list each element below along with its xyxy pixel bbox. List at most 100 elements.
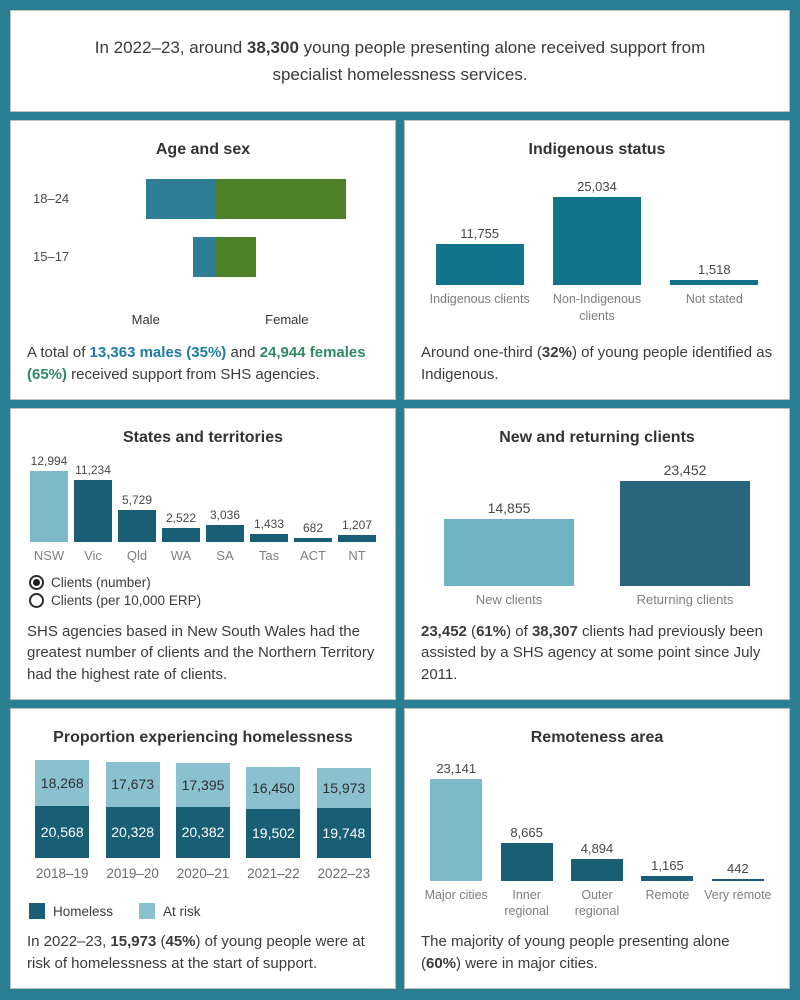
legend-item-at-risk[interactable]: At risk (139, 903, 201, 920)
segment-value-label: 18,268 (40, 774, 84, 791)
bar-column: 1,165 (632, 858, 702, 881)
category-label: Returning clients (636, 591, 734, 607)
bar-wa[interactable] (162, 527, 200, 542)
segment-value-label: 17,673 (111, 776, 155, 793)
bar-outer-regional[interactable] (571, 859, 624, 881)
category-label: 2021–22 (247, 865, 300, 881)
bar-column: 16,450 19,502 (238, 767, 308, 858)
category-label: Very remote (704, 887, 772, 902)
value-label: 1,433 (253, 516, 285, 531)
bar-indigenous-clients[interactable] (435, 244, 524, 286)
bar-act[interactable] (294, 537, 332, 542)
bar-column: 3,036 (203, 508, 247, 542)
text-segment: clients had previously been assisted by … (421, 623, 763, 683)
category-label: Vic (84, 547, 102, 563)
radio-clients-rate[interactable]: Clients (per 10,000 ERP) (29, 593, 379, 609)
at-risk-segment[interactable]: 17,395 (176, 762, 231, 807)
category-label: Qld (126, 547, 148, 563)
male-bar-18-24[interactable] (145, 178, 216, 219)
bars-row: 11,755 25,034 1,518 (421, 179, 773, 286)
category-labels: New clients Returning clients (421, 592, 773, 609)
stacked-bar-2021-22[interactable]: 16,450 19,502 (246, 767, 301, 858)
category-label: WA (170, 547, 192, 563)
female-axis-label: Female (265, 311, 309, 327)
value-label: 2,522 (165, 510, 197, 525)
remoteness-chart: 23,141 8,665 4,894 1,165 442 Major cities Inne… (421, 749, 773, 931)
bar-major-cities[interactable] (430, 778, 483, 881)
radio-label: Clients (number) (51, 575, 151, 591)
bar-not-stated[interactable] (670, 280, 759, 286)
bar-new-clients[interactable] (444, 519, 574, 586)
stacked-bar-2018-19[interactable]: 18,268 20,568 (35, 759, 90, 858)
category-label: Non-Indigenous clients (552, 292, 642, 323)
text-segment: ) were in major cities. (456, 954, 598, 972)
remoteness-caption: The majority of young people presenting … (421, 931, 773, 974)
stacked-bar-2019-20[interactable]: 17,673 20,328 (105, 762, 160, 858)
text-segment: ) of young people identified as Indigeno… (421, 344, 773, 383)
text-segment: Around one-third ( (421, 344, 542, 362)
text-segment: 45% (165, 933, 196, 951)
female-bar-18-24[interactable] (215, 178, 347, 219)
category-labels: NSW Vic Qld WA SA Tas ACT NT (27, 548, 379, 565)
text-segment: 38,307 (531, 623, 578, 641)
value-label: 23,141 (436, 760, 477, 776)
panel-indigenous-status: Indigenous status 11,755 25,034 1,518 Indig… (404, 120, 790, 400)
category-label: New clients (475, 591, 543, 607)
bar-nt[interactable] (338, 535, 376, 542)
female-bar-15-17[interactable] (215, 236, 256, 277)
radio-clients-number[interactable]: Clients (number) (29, 575, 379, 591)
homeless-segment[interactable]: 19,502 (246, 808, 301, 858)
indigenous-status-caption: Around one-third (32%) of young people i… (421, 342, 773, 385)
bar-column: 17,673 20,328 (97, 762, 167, 858)
states-territories-title: States and territories (122, 429, 284, 446)
bar-column: 23,141 (421, 761, 491, 881)
text-segment: 61% (476, 623, 507, 641)
stacked-bar-2020-21[interactable]: 17,395 20,382 (176, 762, 231, 858)
category-label: Outer regional (574, 887, 620, 919)
stacked-bar-2022-23[interactable]: 15,973 19,748 (316, 767, 371, 858)
homeless-segment[interactable]: 20,328 (105, 806, 160, 858)
homeless-segment[interactable]: 20,382 (176, 806, 231, 858)
bar-returning-clients[interactable] (620, 480, 750, 586)
text-segment: ( (466, 623, 477, 641)
value-label: 12,994 (30, 453, 68, 468)
bars-row: 12,994 11,234 5,729 2,522 3,036 1,433 682 1,207 (27, 454, 379, 542)
at-risk-segment[interactable]: 17,673 (105, 762, 160, 807)
age-row-15-17: 15–17 (27, 236, 379, 277)
radio-dot-icon (33, 579, 40, 587)
bar-sa[interactable] (206, 525, 244, 542)
bar-column: 4,894 (562, 841, 632, 881)
age-group-label: 15–17 (33, 249, 70, 265)
homeless-segment[interactable]: 20,568 (35, 806, 90, 858)
bar-qld[interactable] (118, 510, 156, 542)
at-risk-segment[interactable]: 18,268 (35, 759, 90, 807)
category-label: 2018–19 (35, 865, 89, 881)
bar-remote[interactable] (641, 875, 694, 881)
age-sex-chart: 18–24 15–17 Male Female (27, 161, 379, 342)
bar-very-remote[interactable] (711, 878, 764, 881)
homelessness-chart: 18,268 20,568 17,673 20,328 17,395 20,382 16,4… (27, 749, 379, 893)
bar-column: 14,855 (421, 500, 597, 586)
segment-value-label: 16,450 (252, 779, 295, 796)
bar-column: 25,034 (538, 179, 655, 286)
bar-tas[interactable] (250, 533, 288, 542)
homeless-segment[interactable]: 19,748 (316, 808, 371, 858)
category-labels: Indigenous clients Non-Indigenous clients… (421, 291, 773, 324)
category-label: ACT (300, 547, 326, 563)
radio-selected-icon (29, 575, 44, 591)
at-risk-segment[interactable]: 16,450 (246, 767, 301, 809)
category-label: Major cities (424, 887, 488, 902)
at-risk-segment[interactable]: 15,973 (316, 767, 371, 809)
legend-label: Homeless (53, 903, 114, 919)
category-label: 2019–20 (106, 865, 159, 881)
radio-label: Clients (per 10,000 ERP) (51, 593, 202, 609)
bar-column: 1,207 (335, 518, 379, 542)
bar-nsw[interactable] (30, 470, 68, 542)
bar-vic[interactable] (74, 480, 112, 542)
bar-non-indigenous-clients[interactable] (552, 197, 641, 286)
bar-inner-regional[interactable] (500, 842, 553, 881)
male-bar-15-17[interactable] (193, 236, 216, 277)
category-label: NSW (33, 547, 65, 563)
legend-item-homeless[interactable]: Homeless (29, 903, 114, 920)
